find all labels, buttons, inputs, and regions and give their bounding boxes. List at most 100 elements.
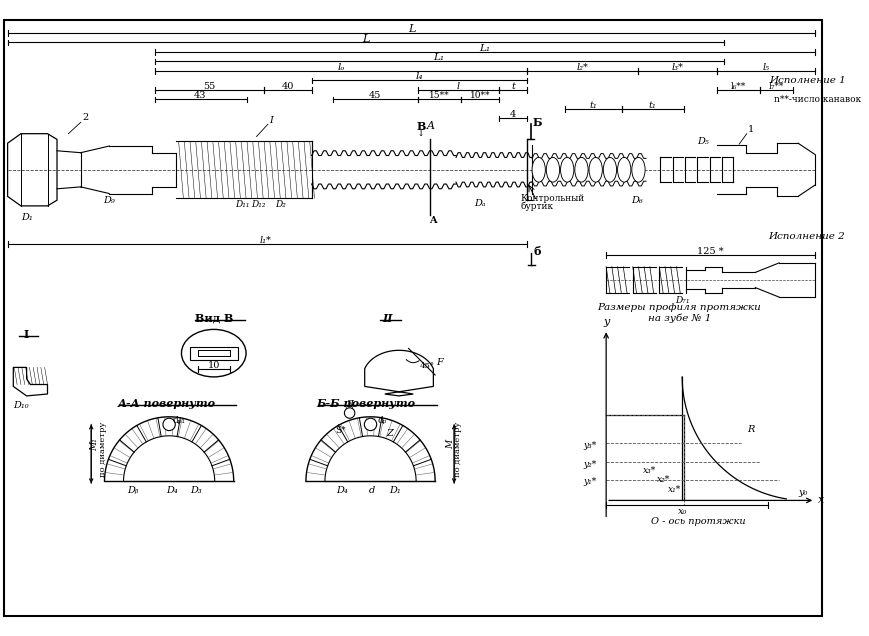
- Text: L₁: L₁: [479, 44, 490, 53]
- Text: l₁*: l₁*: [260, 235, 272, 245]
- Polygon shape: [8, 134, 57, 206]
- Text: 55: 55: [202, 81, 216, 91]
- Text: D₁₂: D₁₂: [251, 200, 266, 209]
- Ellipse shape: [632, 158, 645, 182]
- Text: l: l: [456, 81, 460, 91]
- Text: t₁: t₁: [590, 100, 598, 109]
- Text: x₃*: x₃*: [643, 466, 656, 474]
- Polygon shape: [190, 347, 237, 360]
- Text: Dᵦ: Dᵦ: [128, 487, 139, 495]
- Text: I: I: [269, 116, 273, 125]
- Text: D₆: D₆: [631, 196, 642, 205]
- Text: 125 *: 125 *: [697, 247, 724, 256]
- Text: L: L: [408, 24, 415, 34]
- Text: R: R: [746, 425, 754, 434]
- Text: A: A: [429, 216, 437, 225]
- Text: D₇₁: D₇₁: [675, 296, 689, 305]
- Text: D₅: D₅: [697, 137, 709, 146]
- Text: n**-число канавок: n**-число канавок: [774, 95, 861, 104]
- Ellipse shape: [574, 158, 588, 182]
- Polygon shape: [365, 350, 434, 396]
- Text: y₃*: y₃*: [583, 441, 597, 450]
- Text: l₃*: l₃*: [672, 63, 683, 72]
- Text: 4: 4: [510, 110, 516, 119]
- Text: t₁: t₁: [649, 100, 657, 109]
- Text: lₒ: lₒ: [337, 63, 345, 72]
- Text: 43: 43: [194, 91, 207, 100]
- Text: x: x: [818, 495, 824, 506]
- Text: I: I: [24, 329, 30, 340]
- Text: 10**: 10**: [469, 91, 490, 100]
- Text: B: B: [416, 121, 426, 132]
- Text: на зубе № 1: на зубе № 1: [647, 314, 711, 322]
- Text: Б: Б: [532, 117, 541, 128]
- Text: б: б: [533, 246, 541, 257]
- Text: 15**: 15**: [428, 91, 449, 100]
- Text: D₃: D₃: [189, 487, 202, 495]
- Ellipse shape: [618, 158, 631, 182]
- Text: A: A: [427, 121, 434, 131]
- Text: l₄: l₄: [415, 72, 422, 81]
- Ellipse shape: [589, 158, 602, 182]
- Text: D₁: D₁: [21, 213, 32, 222]
- Text: M: M: [446, 439, 454, 449]
- Text: l₂*: l₂*: [576, 63, 588, 72]
- Ellipse shape: [561, 158, 574, 182]
- Text: D₂: D₂: [275, 200, 286, 209]
- Text: y₀: y₀: [798, 488, 807, 497]
- Text: L₁: L₁: [434, 53, 444, 62]
- Text: O - ось протяжки: O - ось протяжки: [651, 517, 746, 526]
- Text: dₚ: dₚ: [377, 416, 387, 425]
- Text: Исполнение 2: Исполнение 2: [767, 232, 845, 241]
- Text: по диаметру: по диаметру: [98, 422, 107, 477]
- Text: D₄: D₄: [336, 487, 348, 495]
- Text: D₁₀: D₁₀: [13, 401, 29, 410]
- Text: l₅: l₅: [762, 63, 769, 72]
- Text: y₂*: y₂*: [583, 460, 597, 469]
- Text: 2: 2: [83, 113, 89, 122]
- Text: Д: Д: [346, 399, 354, 408]
- Ellipse shape: [364, 418, 376, 431]
- Text: x₂*: x₂*: [657, 475, 670, 484]
- Ellipse shape: [547, 158, 560, 182]
- Text: ↓: ↓: [417, 129, 425, 138]
- Ellipse shape: [163, 418, 176, 431]
- Text: dₚ₁: dₚ₁: [172, 416, 185, 425]
- Text: 45: 45: [369, 91, 381, 100]
- Text: Z: Z: [386, 429, 393, 438]
- Text: M₁: M₁: [90, 438, 100, 451]
- Text: y₁*: y₁*: [583, 477, 597, 486]
- Text: d: d: [369, 487, 375, 495]
- Text: Б-Б повернуто: Б-Б повернуто: [316, 398, 415, 409]
- Text: x₀: x₀: [678, 508, 687, 516]
- Text: 45°: 45°: [420, 361, 435, 370]
- Text: Размеры профиля протяжки: Размеры профиля протяжки: [598, 303, 761, 312]
- Text: D₁: D₁: [389, 487, 401, 495]
- Ellipse shape: [532, 158, 546, 182]
- Ellipse shape: [344, 408, 355, 418]
- Text: Dₐ: Dₐ: [474, 198, 486, 207]
- Text: 1: 1: [747, 125, 753, 134]
- Text: Исполнение 1: Исполнение 1: [770, 76, 846, 85]
- Text: по диаметру: по диаметру: [454, 422, 462, 477]
- Text: II: II: [382, 312, 393, 324]
- Text: t: t: [511, 81, 515, 91]
- Text: F: F: [436, 358, 443, 367]
- Text: y: y: [603, 317, 609, 327]
- Text: L: L: [362, 34, 369, 44]
- Ellipse shape: [603, 158, 617, 182]
- Text: буртик: буртик: [521, 201, 554, 211]
- Text: D₉: D₉: [103, 196, 115, 205]
- Text: 10: 10: [208, 361, 220, 370]
- Text: Контрольный: Контрольный: [521, 194, 585, 203]
- Text: l₇**: l₇**: [768, 81, 784, 91]
- Polygon shape: [13, 368, 48, 396]
- Text: Ŝ*: Ŝ*: [335, 425, 346, 434]
- Ellipse shape: [182, 329, 246, 377]
- Text: Вид B: Вид B: [195, 312, 233, 324]
- Text: А-А повернуто: А-А повернуто: [117, 398, 216, 409]
- Text: D₁₁: D₁₁: [235, 200, 249, 209]
- Text: D₄: D₄: [166, 487, 178, 495]
- Text: l₆**: l₆**: [731, 81, 746, 91]
- Text: x₁*: x₁*: [668, 485, 681, 494]
